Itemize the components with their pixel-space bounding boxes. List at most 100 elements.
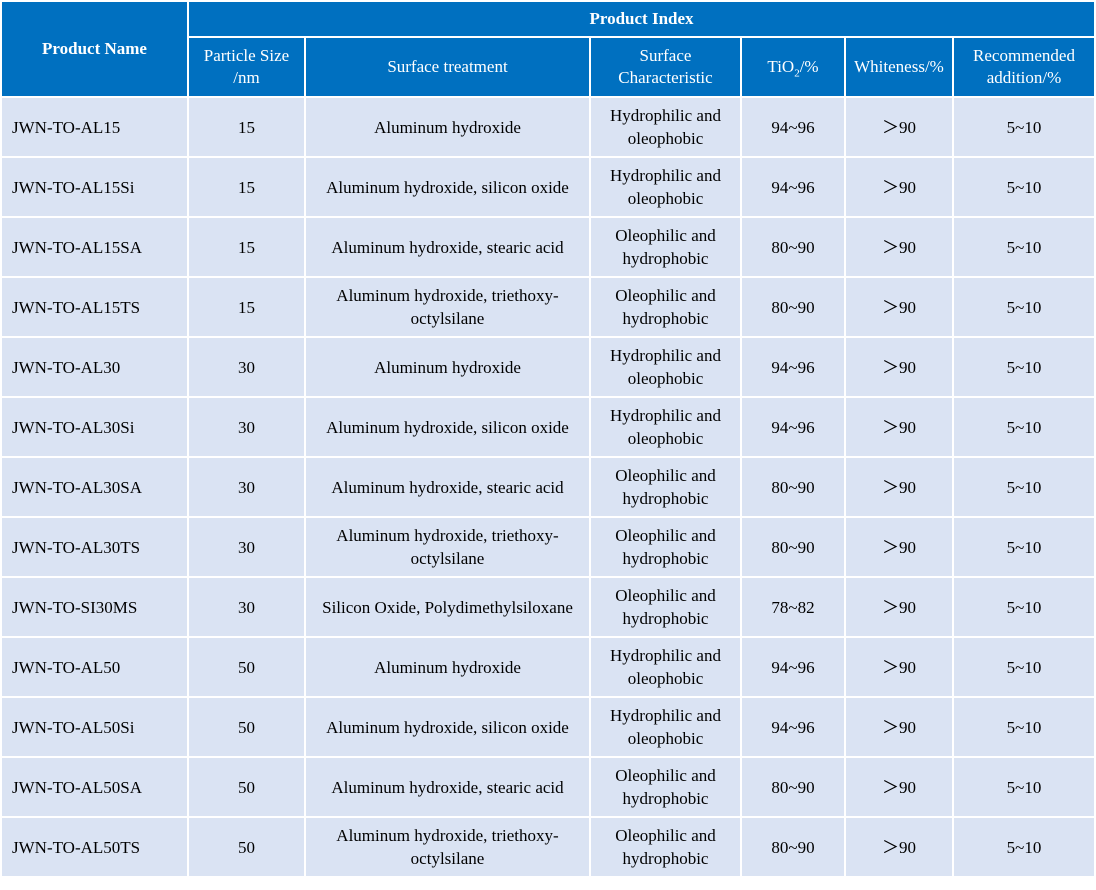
cell-recommended-addition: 5~10 (954, 338, 1094, 396)
cell-whiteness: ＞90 (846, 98, 952, 156)
cell-treatment-line1: Aluminum hydroxide, triethoxy- (336, 286, 559, 305)
header-tio2-prefix: TiO (767, 57, 795, 76)
cell-recommended-addition: 5~10 (954, 458, 1094, 516)
table-row: JWN-TO-AL50 50 Aluminum hydroxide Hydrop… (2, 638, 1094, 696)
header-product-name: Product Name (2, 2, 187, 96)
cell-char-line1: Hydrophilic and (610, 406, 721, 425)
cell-treatment-line1: Aluminum hydroxide, stearic acid (331, 237, 564, 257)
cell-whiteness: ＞90 (846, 458, 952, 516)
header-tio2-sub: 2 (794, 67, 800, 80)
product-table-container: Product Name Product Index Particle Size… (2, 2, 1094, 876)
header-row-columns: Particle Size /nm Surface treatment Surf… (2, 38, 1094, 96)
header-recommended-line2: addition/% (986, 68, 1062, 87)
cell-surface-treatment: Aluminum hydroxide, silicon oxide (306, 158, 589, 216)
cell-surface-characteristic: Oleophilic and hydrophobic (591, 458, 740, 516)
cell-char-line2: hydrophobic (622, 789, 709, 808)
cell-char-line1: Oleophilic and (615, 226, 716, 245)
cell-recommended-addition: 5~10 (954, 518, 1094, 576)
cell-treatment-line1: Aluminum hydroxide, silicon oxide (326, 717, 569, 737)
header-particle-size: Particle Size /nm (189, 38, 304, 96)
cell-char-line2: oleophobic (627, 369, 704, 388)
cell-char-line1: Hydrophilic and (610, 166, 721, 185)
cell-whiteness: ＞90 (846, 518, 952, 576)
cell-tio2: 94~96 (742, 638, 844, 696)
cell-recommended-addition: 5~10 (954, 818, 1094, 876)
table-row: JWN-TO-SI30MS 30 Silicon Oxide, Polydime… (2, 578, 1094, 636)
table-row: JWN-TO-AL30SA 30 Aluminum hydroxide, ste… (2, 458, 1094, 516)
cell-tio2: 94~96 (742, 338, 844, 396)
cell-tio2: 94~96 (742, 398, 844, 456)
table-row: JWN-TO-AL30TS 30 Aluminum hydroxide, tri… (2, 518, 1094, 576)
cell-surface-treatment: Aluminum hydroxide, stearic acid (306, 218, 589, 276)
header-particle-size-line1: Particle Size (203, 46, 290, 65)
cell-treatment-line1: Aluminum hydroxide, triethoxy- (336, 526, 559, 545)
cell-char-line1: Oleophilic and (615, 286, 716, 305)
cell-treatment-line1: Aluminum hydroxide, triethoxy- (336, 826, 559, 845)
cell-product-name: JWN-TO-AL15SA (2, 218, 187, 276)
cell-surface-characteristic: Oleophilic and hydrophobic (591, 518, 740, 576)
cell-particle-size: 15 (189, 98, 304, 156)
header-recommended-addition: Recommended addition/% (954, 38, 1094, 96)
cell-char-line2: oleophobic (627, 669, 704, 688)
cell-whiteness: ＞90 (846, 398, 952, 456)
cell-char-line1: Hydrophilic and (610, 106, 721, 125)
cell-treatment-line2: octylsilane (410, 549, 485, 568)
cell-recommended-addition: 5~10 (954, 698, 1094, 756)
cell-surface-characteristic: Oleophilic and hydrophobic (591, 278, 740, 336)
table-row: JWN-TO-AL15Si 15 Aluminum hydroxide, sil… (2, 158, 1094, 216)
cell-tio2: 80~90 (742, 518, 844, 576)
cell-particle-size: 50 (189, 638, 304, 696)
header-whiteness: Whiteness/% (846, 38, 952, 96)
cell-surface-treatment: Aluminum hydroxide, silicon oxide (306, 698, 589, 756)
cell-particle-size: 30 (189, 398, 304, 456)
cell-treatment-line2: octylsilane (410, 309, 485, 328)
cell-whiteness: ＞90 (846, 818, 952, 876)
header-tio2: TiO2/% (742, 38, 844, 96)
cell-particle-size: 15 (189, 218, 304, 276)
cell-char-line2: hydrophobic (622, 249, 709, 268)
cell-particle-size: 30 (189, 338, 304, 396)
header-tio2-suffix: /% (799, 57, 819, 76)
cell-surface-characteristic: Hydrophilic and oleophobic (591, 638, 740, 696)
cell-surface-treatment: Aluminum hydroxide, silicon oxide (306, 398, 589, 456)
cell-surface-characteristic: Oleophilic and hydrophobic (591, 818, 740, 876)
cell-char-line2: hydrophobic (622, 609, 709, 628)
table-header: Product Name Product Index Particle Size… (2, 2, 1094, 96)
cell-particle-size: 15 (189, 278, 304, 336)
cell-recommended-addition: 5~10 (954, 398, 1094, 456)
cell-recommended-addition: 5~10 (954, 218, 1094, 276)
cell-tio2: 94~96 (742, 98, 844, 156)
cell-whiteness: ＞90 (846, 698, 952, 756)
cell-treatment-line2: octylsilane (410, 849, 485, 868)
cell-product-name: JWN-TO-AL50Si (2, 698, 187, 756)
table-row: JWN-TO-AL50SA 50 Aluminum hydroxide, ste… (2, 758, 1094, 816)
cell-product-name: JWN-TO-AL50TS (2, 818, 187, 876)
cell-surface-characteristic: Hydrophilic and oleophobic (591, 338, 740, 396)
cell-char-line2: oleophobic (627, 429, 704, 448)
cell-recommended-addition: 5~10 (954, 758, 1094, 816)
cell-surface-treatment: Aluminum hydroxide, triethoxy-octylsilan… (306, 518, 589, 576)
cell-particle-size: 15 (189, 158, 304, 216)
cell-tio2: 94~96 (742, 698, 844, 756)
cell-surface-treatment: Aluminum hydroxide, triethoxy-octylsilan… (306, 278, 589, 336)
header-particle-size-line2: /nm (233, 68, 260, 87)
cell-recommended-addition: 5~10 (954, 158, 1094, 216)
cell-whiteness: ＞90 (846, 218, 952, 276)
cell-char-line2: hydrophobic (622, 309, 709, 328)
table-row: JWN-TO-AL30Si 30 Aluminum hydroxide, sil… (2, 398, 1094, 456)
header-surface-treatment: Surface treatment (306, 38, 589, 96)
table-body: JWN-TO-AL15 15 Aluminum hydroxide Hydrop… (2, 98, 1094, 876)
header-surface-char-line2: Characteristic (618, 68, 713, 87)
cell-char-line2: oleophobic (627, 729, 704, 748)
cell-char-line1: Hydrophilic and (610, 646, 721, 665)
header-product-index: Product Index (189, 2, 1094, 36)
cell-tio2: 78~82 (742, 578, 844, 636)
cell-whiteness: ＞90 (846, 338, 952, 396)
cell-char-line2: oleophobic (627, 129, 704, 148)
cell-char-line2: hydrophobic (622, 849, 709, 868)
cell-product-name: JWN-TO-AL50 (2, 638, 187, 696)
cell-product-name: JWN-TO-AL15Si (2, 158, 187, 216)
cell-char-line2: oleophobic (627, 189, 704, 208)
cell-treatment-line1: Aluminum hydroxide, silicon oxide (326, 177, 569, 197)
cell-char-line1: Oleophilic and (615, 826, 716, 845)
